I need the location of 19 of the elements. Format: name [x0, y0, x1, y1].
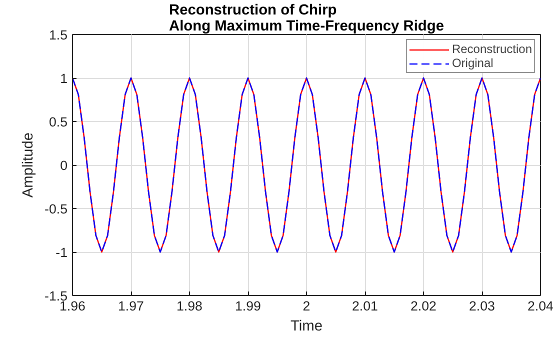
legend-label: Original: [452, 56, 494, 70]
x-axis-title: Time: [290, 318, 323, 334]
x-tick-label: 1.97: [118, 298, 144, 314]
x-tick-label: 2.04: [528, 298, 554, 314]
y-tick-label: -0.5: [44, 202, 68, 216]
chart-title: Reconstruction of Chirp Along Maximum Time-Frequency Ridge: [169, 2, 444, 34]
y-tick-label: 0.5: [48, 114, 68, 130]
y-tick-label: -1: [56, 245, 68, 260]
x-tick-label: 1.99: [235, 298, 261, 314]
x-tick-label: 2.01: [352, 298, 378, 314]
y-tick-label: 0: [60, 158, 68, 173]
legend-label: Reconstruction: [452, 42, 532, 56]
y-tick-label: 1.5: [48, 28, 68, 42]
y-axis-title: Amplitude: [20, 132, 37, 198]
x-tick-label: 1.98: [176, 298, 202, 314]
y-tick-label: 1: [60, 71, 68, 86]
x-tick-label: 2.02: [410, 298, 436, 314]
x-tick-label: 2.03: [469, 298, 495, 314]
x-tick-label: 2: [302, 298, 310, 314]
